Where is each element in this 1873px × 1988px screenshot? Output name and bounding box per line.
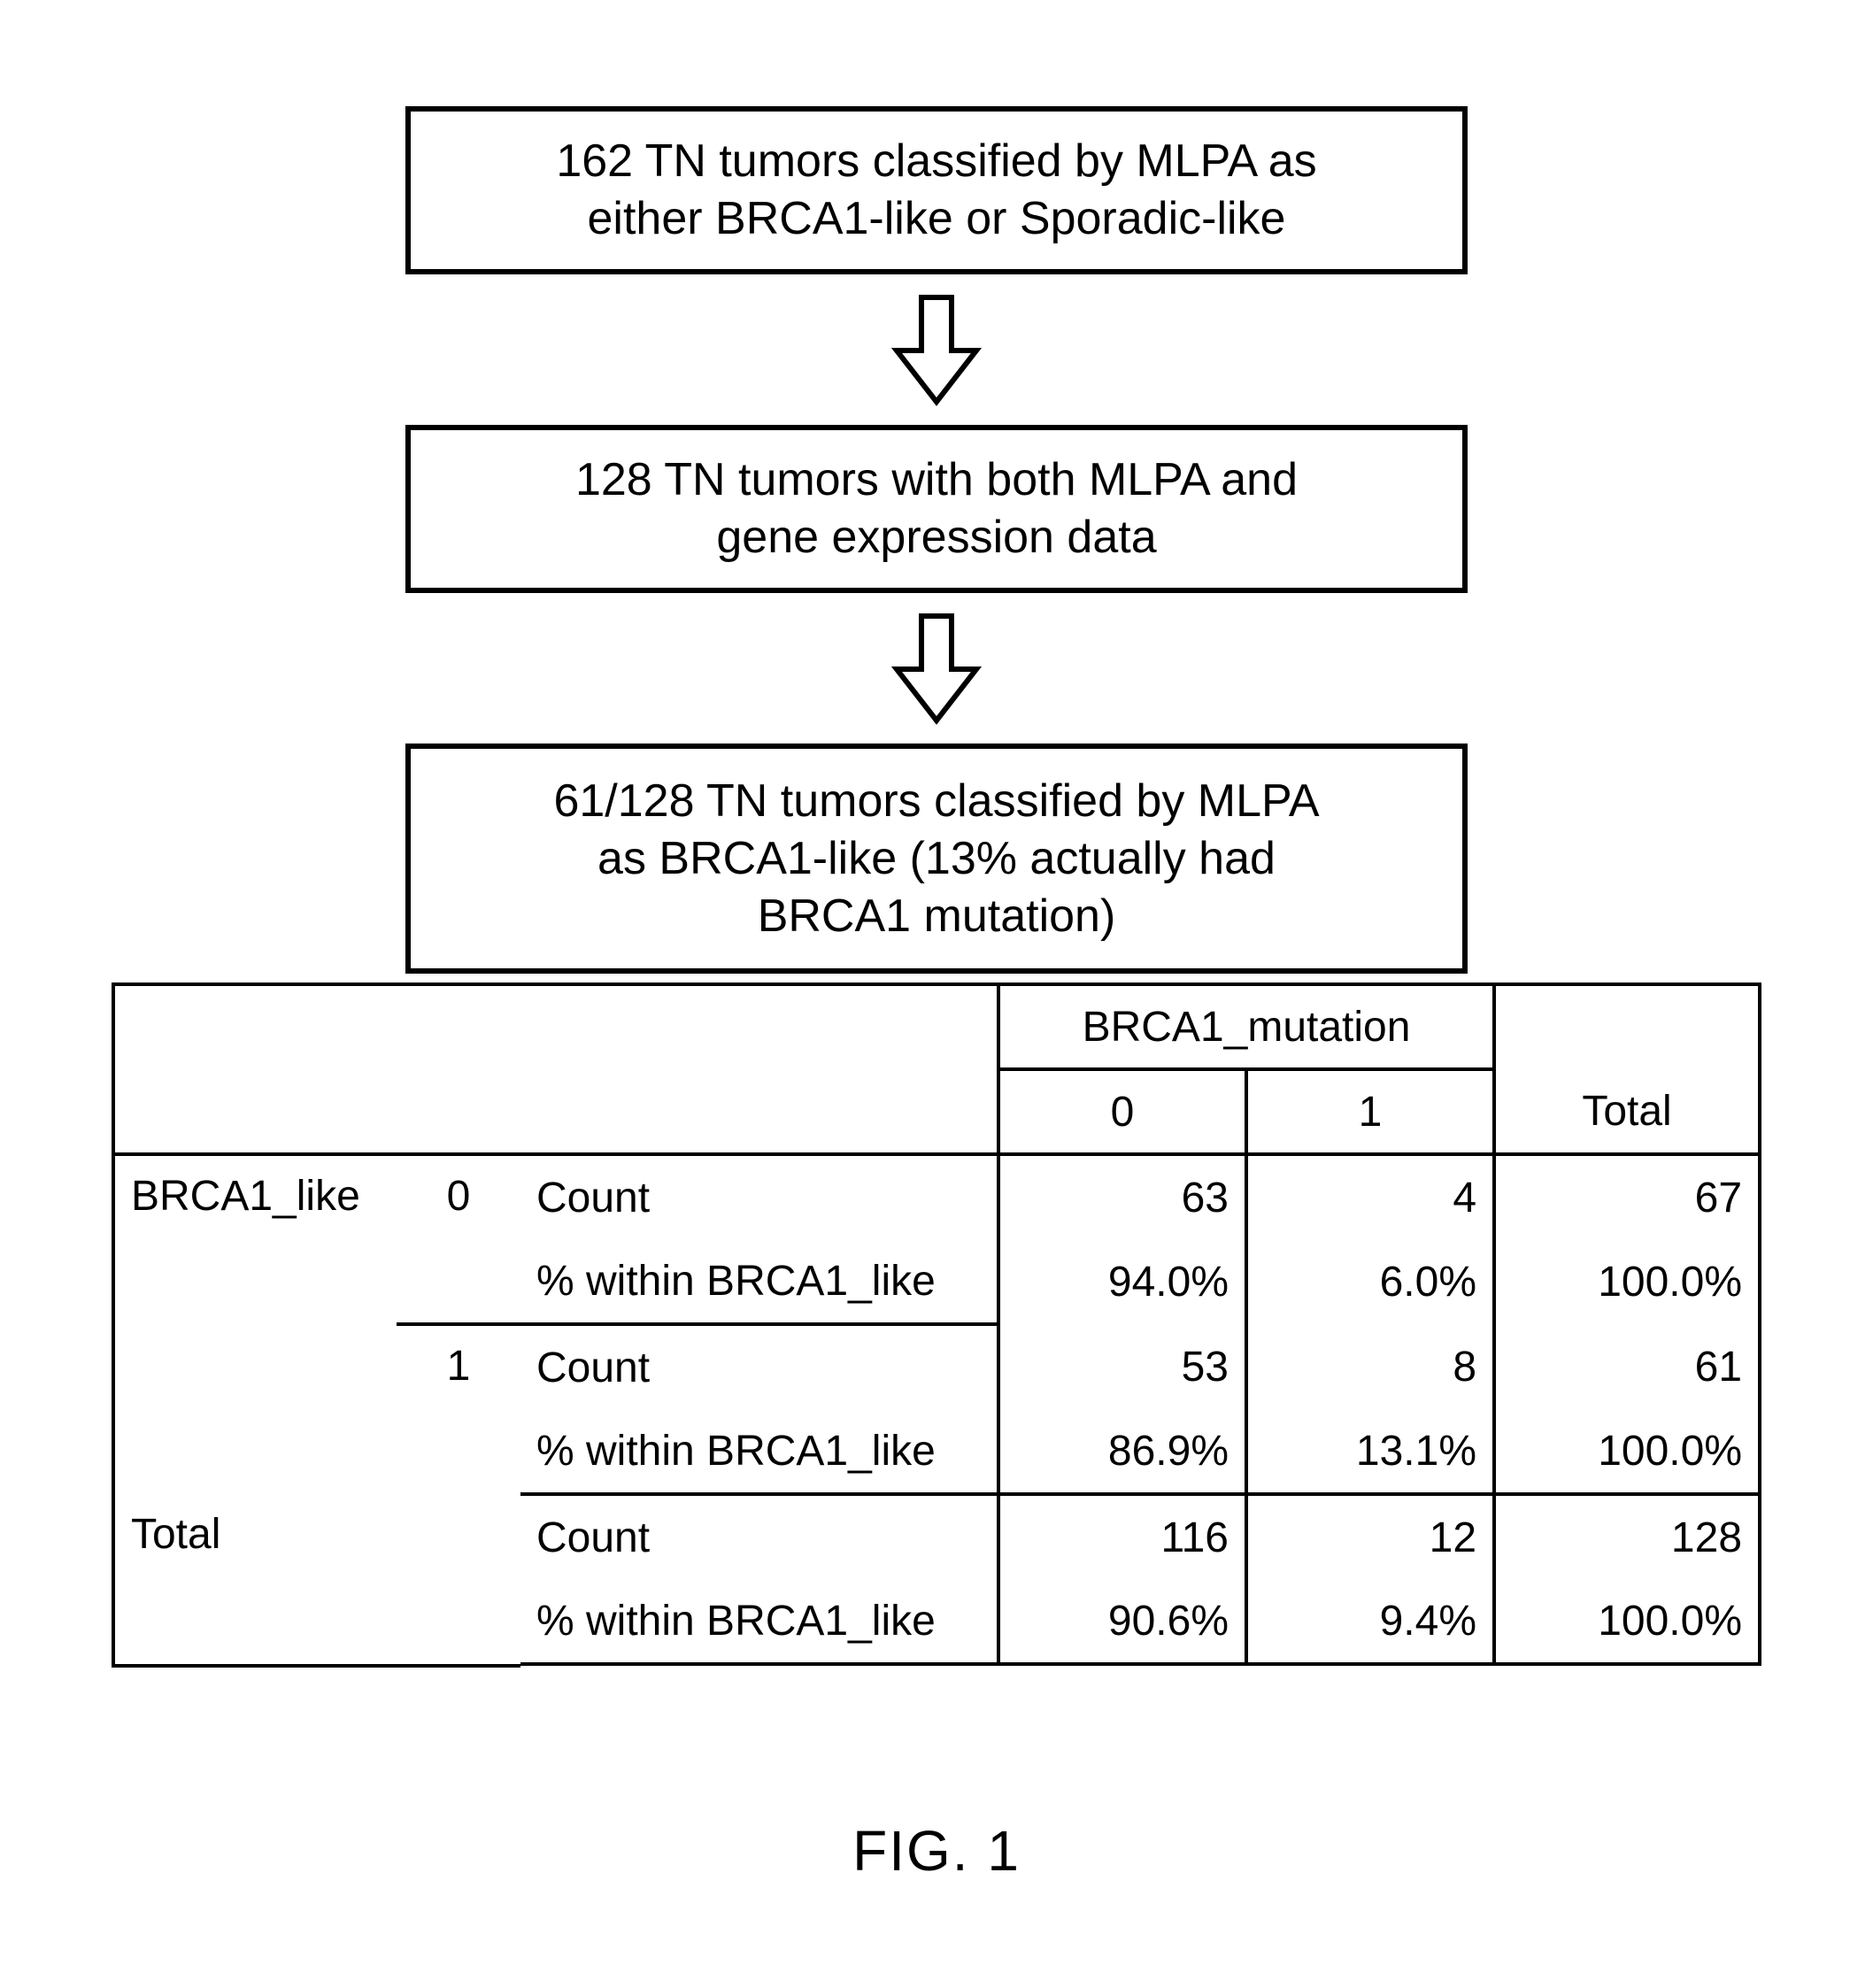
tot-pct-tot: 100.0% xyxy=(1494,1579,1760,1664)
closure-5 xyxy=(1246,1664,1494,1666)
crosstab-container: BRCA1_mutation 0 1 Total BRCA1_like 0 Co… xyxy=(0,982,1873,1668)
closure-2 xyxy=(397,1664,520,1666)
g1-count-tot: 61 xyxy=(1494,1324,1760,1409)
flowchart: 162 TN tumors classified by MLPA as eith… xyxy=(0,106,1873,974)
header-blank xyxy=(113,984,998,1069)
g1-pct-m1: 13.1% xyxy=(1246,1409,1494,1494)
closure-4 xyxy=(998,1664,1246,1666)
table-row: BRCA1_like 0 Count 63 4 67 xyxy=(113,1154,1760,1239)
table-row: Total Count 116 12 128 xyxy=(113,1494,1760,1579)
total-label: Total xyxy=(113,1494,397,1664)
g1-pct-tot: 100.0% xyxy=(1494,1409,1760,1494)
g0-pct-m0: 94.0% xyxy=(998,1239,1246,1324)
metric-pct-2: % within BRCA1_like xyxy=(520,1409,998,1494)
total-blank xyxy=(397,1494,520,1664)
crosstab: BRCA1_mutation 0 1 Total BRCA1_like 0 Co… xyxy=(112,982,1761,1668)
group1-level: 1 xyxy=(397,1324,520,1494)
tot-count-tot: 128 xyxy=(1494,1494,1760,1579)
flow-step-2: 128 TN tumors with both MLPA and gene ex… xyxy=(405,425,1468,593)
g0-count-m1: 4 xyxy=(1246,1154,1494,1239)
header-mutation: BRCA1_mutation xyxy=(998,984,1494,1069)
flow-arrow-1 xyxy=(888,292,985,407)
g0-pct-tot: 100.0% xyxy=(1494,1239,1760,1324)
g1-count-m0: 53 xyxy=(998,1324,1246,1409)
metric-pct-3: % within BRCA1_like xyxy=(520,1579,998,1664)
header-total-blank xyxy=(1494,984,1760,1069)
closure-6 xyxy=(1494,1664,1760,1666)
g1-pct-m0: 86.9% xyxy=(998,1409,1246,1494)
tot-count-m0: 116 xyxy=(998,1494,1246,1579)
tot-pct-m0: 90.6% xyxy=(998,1579,1246,1664)
metric-count-2: Count xyxy=(520,1324,998,1409)
g1-count-m1: 8 xyxy=(1246,1324,1494,1409)
tot-count-m1: 12 xyxy=(1246,1494,1494,1579)
table-row: BRCA1_mutation xyxy=(113,984,1760,1069)
closure-3 xyxy=(520,1664,998,1666)
flow-step-1: 162 TN tumors classified by MLPA as eith… xyxy=(405,106,1468,274)
g0-pct-m1: 6.0% xyxy=(1246,1239,1494,1324)
table-row xyxy=(113,1664,1760,1666)
flow-step-1-text: 162 TN tumors classified by MLPA as eith… xyxy=(556,133,1316,248)
g0-count-m0: 63 xyxy=(998,1154,1246,1239)
g0-count-tot: 67 xyxy=(1494,1154,1760,1239)
header-total: Total xyxy=(1494,1069,1760,1154)
metric-pct: % within BRCA1_like xyxy=(520,1239,998,1324)
metric-count: Count xyxy=(520,1154,998,1239)
table-row: 0 1 Total xyxy=(113,1069,1760,1154)
figure-page: 162 TN tumors classified by MLPA as eith… xyxy=(0,0,1873,1988)
flow-step-2-text: 128 TN tumors with both MLPA and gene ex… xyxy=(575,451,1298,566)
header-mut0: 0 xyxy=(998,1069,1246,1154)
closure-1 xyxy=(113,1664,397,1666)
metric-count-3: Count xyxy=(520,1494,998,1579)
figure-label: FIG. 1 xyxy=(0,1818,1873,1884)
group0-level: 0 xyxy=(397,1154,520,1324)
header-mut1: 1 xyxy=(1246,1069,1494,1154)
header-blank-2 xyxy=(113,1069,998,1154)
flow-step-3-text: 61/128 TN tumors classified by MLPA as B… xyxy=(553,773,1319,945)
rowgroup-label: BRCA1_like xyxy=(113,1154,397,1494)
tot-pct-m1: 9.4% xyxy=(1246,1579,1494,1664)
flow-step-3: 61/128 TN tumors classified by MLPA as B… xyxy=(405,744,1468,974)
flow-arrow-2 xyxy=(888,611,985,726)
